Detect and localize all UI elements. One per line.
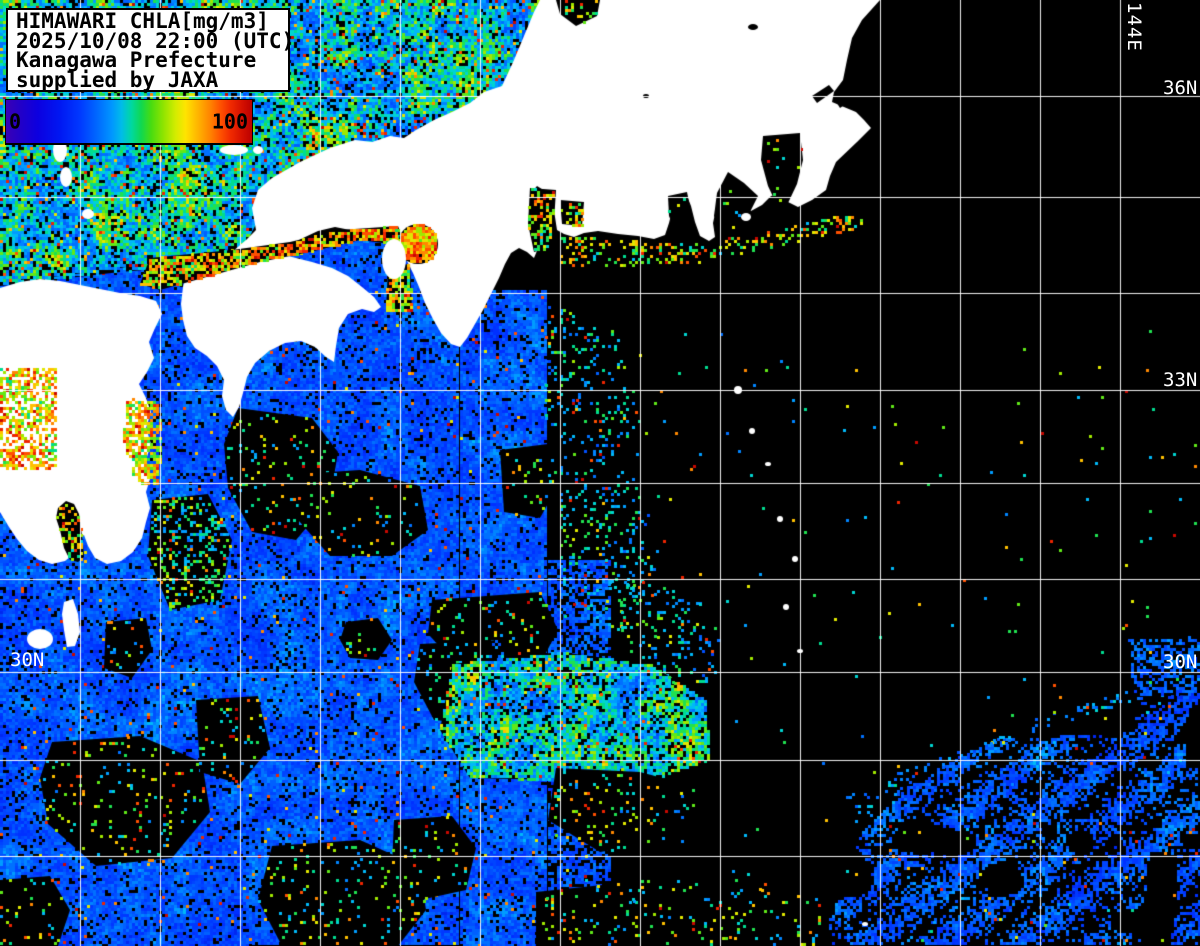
data-credit: supplied by JAXA — [16, 67, 219, 92]
colorbar-legend: 0 100 — [5, 99, 253, 145]
product-title: HIMAWARI CHLA[mg/m3] — [16, 9, 269, 33]
grid-label-36n: 36N — [1163, 77, 1198, 99]
timestamp: 2025/10/08 22:00 (UTC) — [16, 28, 295, 53]
grid-label-144e: 144E — [1123, 2, 1145, 52]
region-name: Kanagawa Prefecture — [16, 48, 257, 72]
title-info-box: HIMAWARI CHLA[mg/m3] 2025/10/08 22:00 (U… — [6, 8, 295, 92]
grid-label-30n: 30N — [1163, 651, 1198, 673]
grid-label-33n: 33N — [1163, 369, 1198, 391]
colorbar-max-label: 100 — [211, 109, 248, 134]
colorbar-min-label: 0 — [9, 109, 22, 134]
grid-label-30n: 30N — [10, 649, 45, 671]
